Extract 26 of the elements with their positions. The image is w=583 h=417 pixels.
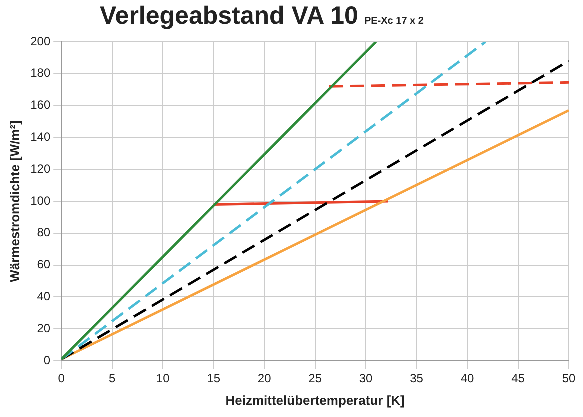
y-tick-label: 20 bbox=[37, 321, 51, 336]
y-tick-label: 80 bbox=[37, 226, 51, 240]
chart-subtitle: PE-Xc 17 x 2 bbox=[364, 16, 424, 27]
y-axis-title: Wärmestromdichte [W/m²] bbox=[7, 120, 22, 282]
x-tick-label: 40 bbox=[460, 372, 475, 386]
y-tick-label: 0 bbox=[44, 353, 51, 368]
chart-title: Verlegeabstand VA 10 bbox=[100, 2, 358, 30]
y-tick-label: 160 bbox=[30, 98, 51, 112]
y-tick-label: 140 bbox=[30, 130, 51, 144]
x-tick-label: 50 bbox=[562, 372, 576, 386]
y-tick-label: 100 bbox=[30, 194, 51, 208]
x-tick-label: 25 bbox=[308, 372, 322, 386]
y-tick-label: 180 bbox=[30, 66, 51, 80]
x-tick-label: 0 bbox=[58, 372, 66, 386]
x-tick-label: 15 bbox=[207, 372, 221, 386]
y-tick-label: 120 bbox=[30, 162, 51, 176]
y-tick-label: 40 bbox=[37, 290, 51, 304]
x-tick-label: 10 bbox=[156, 372, 170, 386]
x-tick-label: 35 bbox=[410, 372, 424, 386]
y-tick-label: 60 bbox=[37, 258, 51, 272]
x-axis-title: Heizmittelübertemperatur [K] bbox=[226, 392, 405, 408]
x-tick-label: 30 bbox=[359, 372, 374, 386]
x-tick-label: 45 bbox=[512, 372, 526, 386]
x-tick-label: 5 bbox=[109, 372, 116, 386]
x-tick-label: 20 bbox=[258, 372, 272, 386]
y-tick-label: 200 bbox=[30, 34, 51, 48]
